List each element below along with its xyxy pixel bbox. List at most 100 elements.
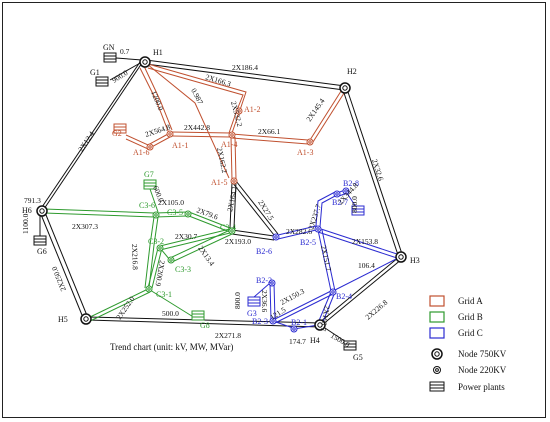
value-h5-h6: 2X250.0 (50, 265, 68, 293)
value-a1-4-a1-5: 2X162.2 (215, 147, 229, 175)
legend-item-power-plants: Power plants (429, 381, 505, 392)
label-c3-1: C3-1 (156, 290, 172, 299)
label-h1: H1 (153, 48, 163, 57)
power-plant-icon (429, 381, 445, 392)
node-h1-icon[interactable] (139, 56, 151, 68)
plant-g5-icon[interactable] (343, 340, 357, 351)
line-g1-h1 (109, 61, 143, 81)
swatch-grid-b-icon (429, 311, 445, 323)
node-c3-1-icon[interactable] (145, 285, 153, 293)
line-a1-1-a1-4 (171, 131, 231, 138)
node-b2-2-icon[interactable] (268, 279, 276, 287)
value-b2-5-b2-4: 2X151.7 (319, 245, 333, 273)
value-h4-g5: 1500.0 (329, 331, 352, 349)
value-h1-h2: 2X186.4 (232, 63, 258, 72)
node-a1-3-icon[interactable] (306, 138, 314, 146)
value-gn-h1: 0.7 (120, 47, 130, 56)
value-a1-5-c3-4: 2X164.1 (225, 185, 239, 213)
node-b2-6-icon[interactable] (272, 233, 280, 241)
swatch-grid-c-icon (429, 327, 445, 339)
node-750kv-group (36, 56, 407, 331)
node-h3-icon[interactable] (395, 251, 407, 263)
plant-g2-icon[interactable] (113, 123, 127, 134)
legend-item-node-220kv: Node 220KV (433, 365, 507, 375)
value-b2-6-b2-5: 2X282.6 (286, 227, 312, 236)
value-h1-a1-5: 0.987 (189, 87, 205, 106)
value-a1-4-a1-3: 2X66.1 (258, 127, 281, 136)
label-a1-1: A1-1 (172, 141, 188, 150)
plant-g6-icon[interactable] (33, 235, 47, 246)
label-h4: H4 (310, 336, 320, 345)
label-c3-4: C3-4 (220, 223, 236, 232)
line-c3-3-c3-4 (169, 229, 233, 263)
node-c3-2-icon[interactable] (156, 244, 164, 252)
node-a1-6-icon[interactable] (146, 143, 154, 151)
value-c3-4-b2-6: 2X193.0 (225, 237, 251, 246)
line-a1-3-h2 (309, 87, 347, 143)
legend-item-grid-b: Grid B (429, 311, 483, 323)
node-b2-7-icon[interactable] (333, 190, 341, 198)
label-h2: H2 (347, 67, 357, 76)
node-b2-4-icon[interactable] (329, 288, 337, 296)
label-a1-6: A1-6 (133, 148, 149, 157)
line-a1-5-b2-6 (231, 180, 279, 236)
node-a1-4-icon[interactable] (228, 131, 236, 139)
legend-label-node-220kv: Node 220KV (458, 365, 507, 375)
line-h1-a1-2 (147, 63, 247, 134)
plant-g1-icon[interactable] (95, 76, 109, 87)
line-b2-1-h4 (293, 324, 319, 330)
plant-g7-icon[interactable] (143, 179, 157, 190)
line-h6-c3-6 (43, 208, 155, 218)
label-b2-5: B2-5 (300, 238, 316, 247)
node-b2-1-icon[interactable] (290, 325, 298, 333)
node-a1-1-icon[interactable] (166, 130, 174, 138)
line-b2-5-b2-7 (315, 191, 338, 228)
label-g5: G5 (353, 353, 363, 362)
line-c3-1-g8 (149, 289, 196, 319)
line-b2-4-b2-3 (272, 290, 334, 324)
plant-gn-icon[interactable] (103, 52, 117, 63)
label-g6: G6 (37, 247, 47, 256)
node-220kv-group (145, 107, 350, 333)
node-a1-5-icon[interactable] (230, 177, 238, 185)
node-c3-4-icon[interactable] (228, 227, 236, 235)
legend-label-power-plants: Power plants (458, 382, 505, 392)
line-gn-h1 (115, 57, 143, 61)
label-b2-7: B2-7 (332, 198, 348, 207)
node-c3-5-icon[interactable] (184, 210, 192, 218)
node-b2-5-icon[interactable] (314, 225, 322, 233)
value-h6: 791.3 (24, 196, 41, 205)
grid-c-lines (253, 189, 401, 330)
node-h5-icon[interactable] (80, 313, 92, 325)
node-c3-3-icon[interactable] (167, 256, 175, 264)
label-b2-2: B2-2 (256, 276, 272, 285)
node-750kv-icon (431, 348, 443, 360)
plant-g8-icon[interactable] (191, 310, 205, 321)
value-c3-2-c3-1: 2X200.9 (153, 260, 166, 287)
node-c3-6-icon[interactable] (152, 211, 160, 219)
node-a1-2-icon[interactable] (235, 107, 243, 115)
label-c3-5: C3-5 (167, 208, 183, 217)
value-b2-4-h4: 2X163.7 (318, 305, 331, 332)
node-b2-3-icon[interactable] (269, 317, 277, 325)
plant-labels: GN G1 G2 G6 G7 G8 G3 G5 (37, 43, 363, 362)
line-h1-h2 (145, 59, 346, 91)
label-a1-2: A1-2 (244, 105, 260, 114)
value-b2-8-g: 800.0 (350, 196, 359, 213)
cross-links (39, 57, 347, 343)
node-h2-icon[interactable] (339, 82, 351, 94)
node-b2-8-icon[interactable] (342, 187, 350, 195)
plant-b2-8-icon[interactable] (351, 205, 365, 216)
node-h4-icon[interactable] (314, 319, 326, 331)
value-c3-5-c3-6: 2X105.0 (158, 198, 184, 207)
plant-g3-icon[interactable] (247, 296, 261, 307)
line-h5-h6 (39, 209, 89, 321)
line-g7-c3-6 (149, 188, 159, 213)
legend-label-grid-b: Grid B (458, 312, 483, 322)
line-h3-h4 (318, 256, 403, 326)
label-b2-4: B2-4 (336, 292, 352, 301)
label-b2-6: B2-6 (256, 247, 272, 256)
node-h6-icon[interactable] (36, 205, 48, 217)
value-b2-1-h4: 174.7 (289, 337, 306, 346)
